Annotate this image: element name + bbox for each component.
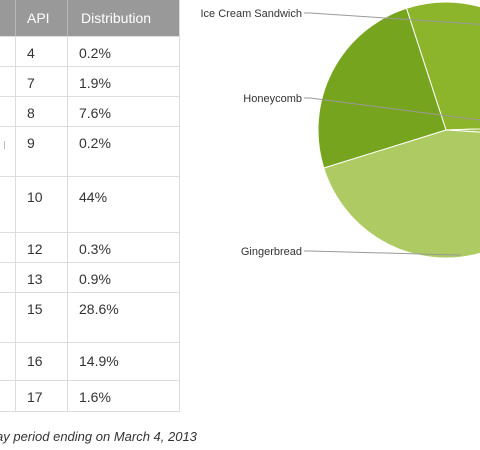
cell-api: 16 — [27, 353, 43, 369]
cell-distribution: 0.2% — [79, 135, 111, 151]
cell-distribution: 14.9% — [79, 353, 119, 369]
slice-leader-line — [304, 250, 462, 256]
pie-slice — [317, 7, 447, 169]
slice-leader-line — [304, 12, 480, 25]
row-edge-mark — [0, 141, 5, 149]
table-row: 16 14.9% — [0, 342, 179, 381]
pie-labels: Ice Cream Sandwich Honeycomb Gingerbread — [201, 8, 480, 258]
table-row: 8 7.6% — [0, 96, 179, 127]
cell-api: 13 — [27, 271, 43, 287]
pie-chart: Ice Cream Sandwich Honeycomb Gingerbread — [201, 1, 480, 259]
cell-api: 7 — [27, 75, 35, 91]
cell-distribution: 0.9% — [79, 271, 111, 287]
distribution-table: API Distribution 4 0.2% 7 1.9% 8 7.6% 9 … — [0, 0, 180, 412]
table-row: 9 0.2% — [0, 126, 179, 177]
column-divider — [67, 36, 68, 411]
header-divider — [15, 0, 16, 36]
table-header-cut-cell — [0, 0, 15, 36]
cell-api: 17 — [27, 389, 43, 405]
pie-slice — [323, 129, 480, 259]
slice-label: Honeycomb — [243, 93, 302, 105]
pie-slice — [405, 1, 480, 131]
cell-distribution: 1.9% — [79, 75, 111, 91]
cell-api: 8 — [27, 105, 35, 121]
table-row: 10 44% — [0, 176, 179, 233]
cell-distribution: 0.2% — [79, 45, 111, 61]
slice-label: Ice Cream Sandwich — [201, 8, 303, 20]
table-row: 4 0.2% — [0, 36, 179, 67]
pie-slices — [317, 1, 480, 259]
header-distribution: Distribution — [81, 10, 152, 26]
column-divider — [15, 36, 16, 411]
header-divider — [67, 0, 68, 36]
cell-api: 9 — [27, 135, 35, 151]
cell-api: 15 — [27, 301, 43, 317]
table-row: 13 0.9% — [0, 262, 179, 293]
cell-distribution: 1.6% — [79, 389, 111, 405]
footnote: ay period ending on March 4, 2013 — [0, 429, 197, 444]
cell-api: 10 — [27, 189, 43, 205]
cell-distribution: 28.6% — [79, 301, 119, 317]
cell-distribution: 0.3% — [79, 241, 111, 257]
cell-api: 4 — [27, 45, 35, 61]
table-row: 15 28.6% — [0, 292, 179, 343]
slice-leader-line — [304, 97, 480, 121]
table-row: 7 1.9% — [0, 66, 179, 97]
table-row: 17 1.6% — [0, 380, 179, 412]
cell-distribution: 7.6% — [79, 105, 111, 121]
header-api: API — [27, 10, 50, 26]
table-header-row: API Distribution — [0, 0, 179, 36]
cell-distribution: 44% — [79, 189, 108, 205]
cell-api: 12 — [27, 241, 43, 257]
slice-label: Gingerbread — [241, 246, 302, 258]
table-row: 12 0.3% — [0, 232, 179, 263]
